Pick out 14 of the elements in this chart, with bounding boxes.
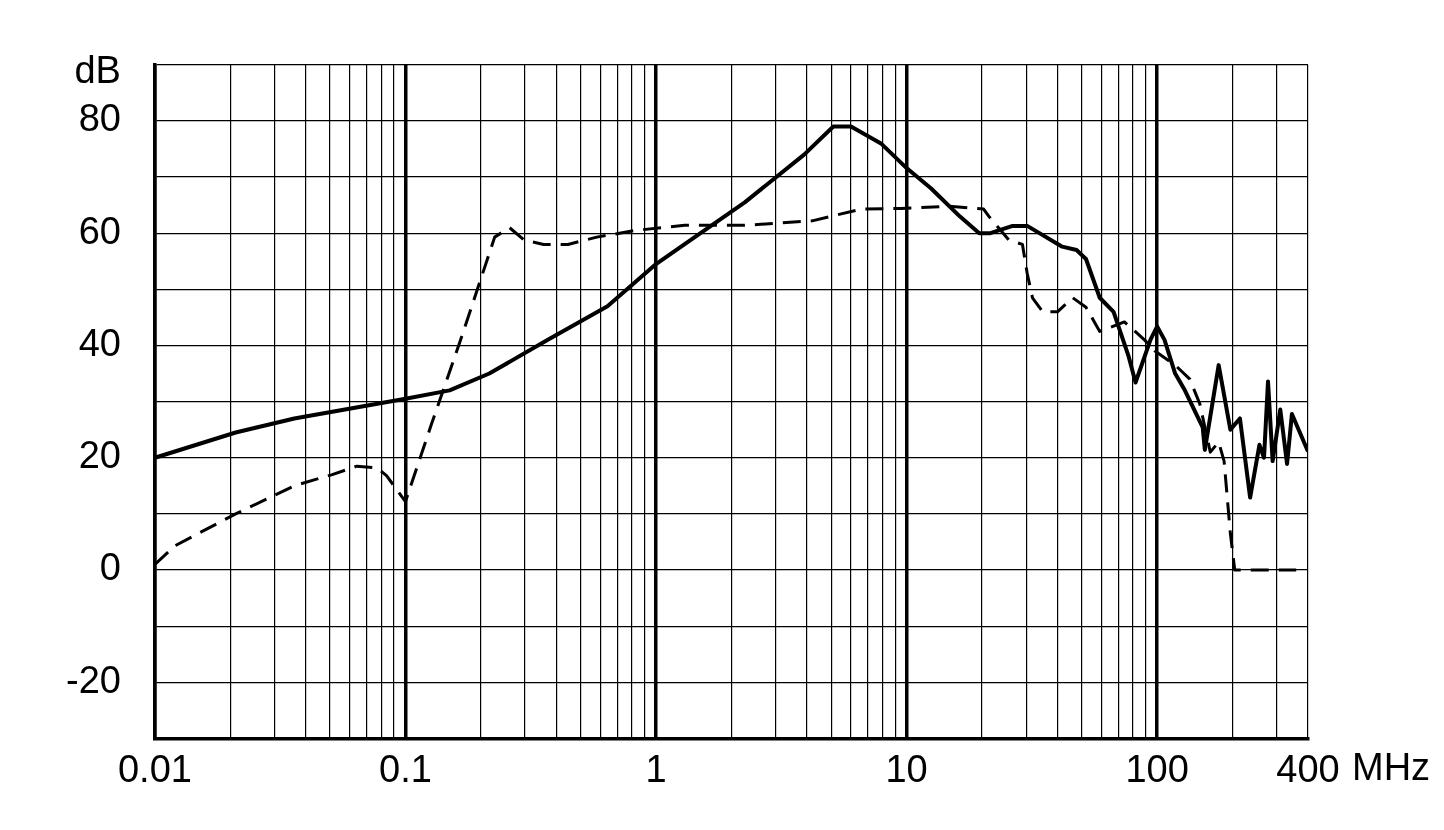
y-tick-label: 0 (99, 546, 121, 589)
y-tick-label: -20 (66, 658, 121, 701)
x-tick-label: 0.1 (379, 747, 432, 790)
x-axis-title: MHz (1352, 745, 1431, 788)
x-tick-label: 400 (1276, 747, 1340, 790)
x-tick-label: 100 (1125, 747, 1189, 790)
y-axis-title: dB (74, 49, 121, 92)
y-tick-label: 60 (78, 209, 121, 252)
y-tick-label: 20 (78, 434, 121, 477)
x-tick-label: 1 (645, 747, 667, 790)
x-tick-label: 10 (885, 747, 928, 790)
x-tick-label: 0.01 (117, 747, 192, 790)
y-tick-label: 80 (78, 97, 121, 140)
y-tick-label: 40 (78, 321, 121, 364)
